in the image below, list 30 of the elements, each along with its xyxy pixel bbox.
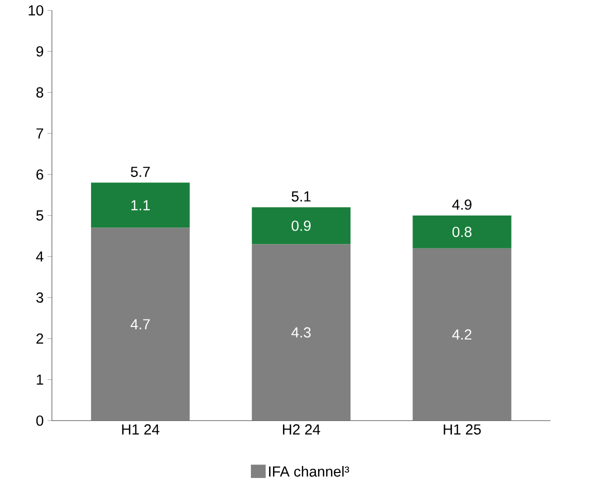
- x-tick-label: H1 24: [122, 424, 160, 435]
- y-tick-label: 7: [36, 128, 44, 139]
- y-tick-label: 10: [28, 5, 44, 16]
- bar: [412, 216, 512, 249]
- y-tick-label: 6: [36, 170, 44, 180]
- y-tick-label: 1: [36, 374, 44, 385]
- y-tick-label: 2: [36, 334, 44, 344]
- bar: [91, 228, 190, 421]
- bar: [252, 208, 351, 244]
- data-label: 0.9: [292, 220, 311, 232]
- y-tick-label: 0: [36, 416, 44, 426]
- y-tick-label: 9: [36, 46, 44, 57]
- x-tick-label: H1 25: [444, 424, 481, 435]
- y-tick-label: 3: [36, 292, 44, 303]
- data-label: 0.8: [452, 226, 472, 238]
- data-label: 4.2: [452, 330, 472, 340]
- bar: [91, 182, 190, 228]
- total-label: 5.7: [130, 167, 150, 178]
- bar: [412, 248, 512, 421]
- bar: [252, 244, 351, 421]
- data-label: 4.3: [291, 328, 311, 338]
- y-tick-label: 4: [36, 252, 44, 262]
- y-tick-label: 8: [36, 88, 44, 98]
- legend-label: IFA channel³: [269, 466, 350, 477]
- y-tick-label: 5: [36, 210, 44, 221]
- data-label: 4.7: [130, 319, 150, 330]
- total-label: 5.1: [292, 192, 311, 202]
- data-label: 1.1: [131, 200, 150, 210]
- total-label: 4.9: [452, 200, 472, 210]
- x-tick-label: H2 24: [282, 424, 320, 435]
